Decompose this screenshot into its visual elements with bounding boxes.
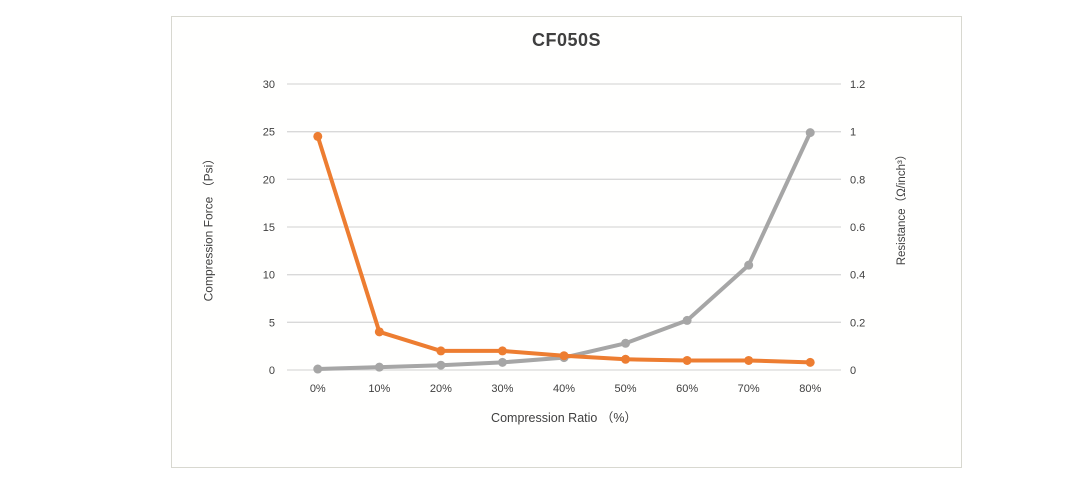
data-point-marker [374, 362, 384, 372]
y-axis-tick-label: 10 [263, 270, 275, 282]
series-resistance [313, 131, 815, 367]
chart-title: CF050S [531, 30, 602, 50]
x-axis-tick-label: 70% [738, 383, 760, 395]
data-point-marker [744, 260, 754, 270]
y2-axis-tick-labels: 0 0.2 0.4 0.6 0.8 1 1.2 [850, 79, 865, 377]
y2-axis-tick-label: 1 [850, 127, 856, 139]
x-axis-tick-label: 10% [368, 383, 390, 395]
y2-axis-tick-label: 1.2 [850, 79, 865, 91]
x-axis-tick-label: 20% [430, 383, 452, 395]
y-axis-tick-label: 25 [263, 127, 275, 139]
x-axis-tick-label: 80% [799, 383, 821, 395]
x-axis-tick-label: 30% [491, 383, 513, 395]
x-axis-tick-labels: 0% 10% 20% 30% 40% 50% 60% 70% 80% [310, 383, 822, 395]
data-point-marker [313, 131, 323, 141]
data-point-marker [313, 364, 323, 374]
x-axis-title: Compression Ratio （%） [491, 411, 637, 425]
y2-axis-tick-label: 0.8 [850, 174, 865, 186]
series-compression-force-line [315, 130, 813, 372]
x-axis-tick-label: 50% [615, 383, 637, 395]
data-point-marker [436, 360, 446, 370]
data-point-marker [374, 327, 384, 337]
y-axis-tick-label: 30 [263, 79, 275, 91]
y2-axis-tick-label: 0.4 [850, 270, 865, 282]
chart-container: CF050S Compression Force （Psi） Resistanc… [171, 16, 962, 468]
data-point-marker [744, 355, 754, 365]
y-axis-tick-label: 20 [263, 174, 275, 186]
data-point-marker [682, 315, 692, 325]
y-axis-tick-label: 5 [269, 317, 275, 329]
series-resistance-line [315, 134, 813, 365]
y-axis-tick-labels: 0 5 10 15 20 25 30 [263, 79, 275, 377]
y-axis-title: Compression Force （Psi） [201, 152, 216, 302]
data-point-marker [621, 338, 631, 348]
y2-axis-tick-label: 0.2 [850, 317, 865, 329]
x-axis-tick-label: 60% [676, 383, 698, 395]
y2-axis-tick-label: 0 [850, 365, 856, 377]
data-point-marker [497, 357, 507, 367]
data-point-marker [682, 355, 692, 365]
data-point-marker [497, 346, 507, 356]
plot-area: 0 5 10 15 20 25 30 0 0.2 0.4 0.6 0.8 1 1.2 0% 10% 20% 30%… [263, 79, 866, 395]
y-axis-tick-label: 0 [269, 365, 275, 377]
data-point-marker [436, 346, 446, 356]
x-axis-tick-label: 40% [553, 383, 575, 395]
y2-axis-tick-label: 0.6 [850, 222, 865, 234]
y-axis-tick-label: 15 [263, 222, 275, 234]
data-point-marker [805, 357, 815, 367]
data-point-marker [559, 351, 569, 361]
x-axis-tick-label: 0% [310, 383, 326, 395]
data-point-marker [621, 354, 631, 364]
y2-axis-title: Resistance（Ω/inch³） [896, 148, 908, 266]
gridlines [287, 83, 841, 371]
data-point-marker [805, 128, 815, 138]
